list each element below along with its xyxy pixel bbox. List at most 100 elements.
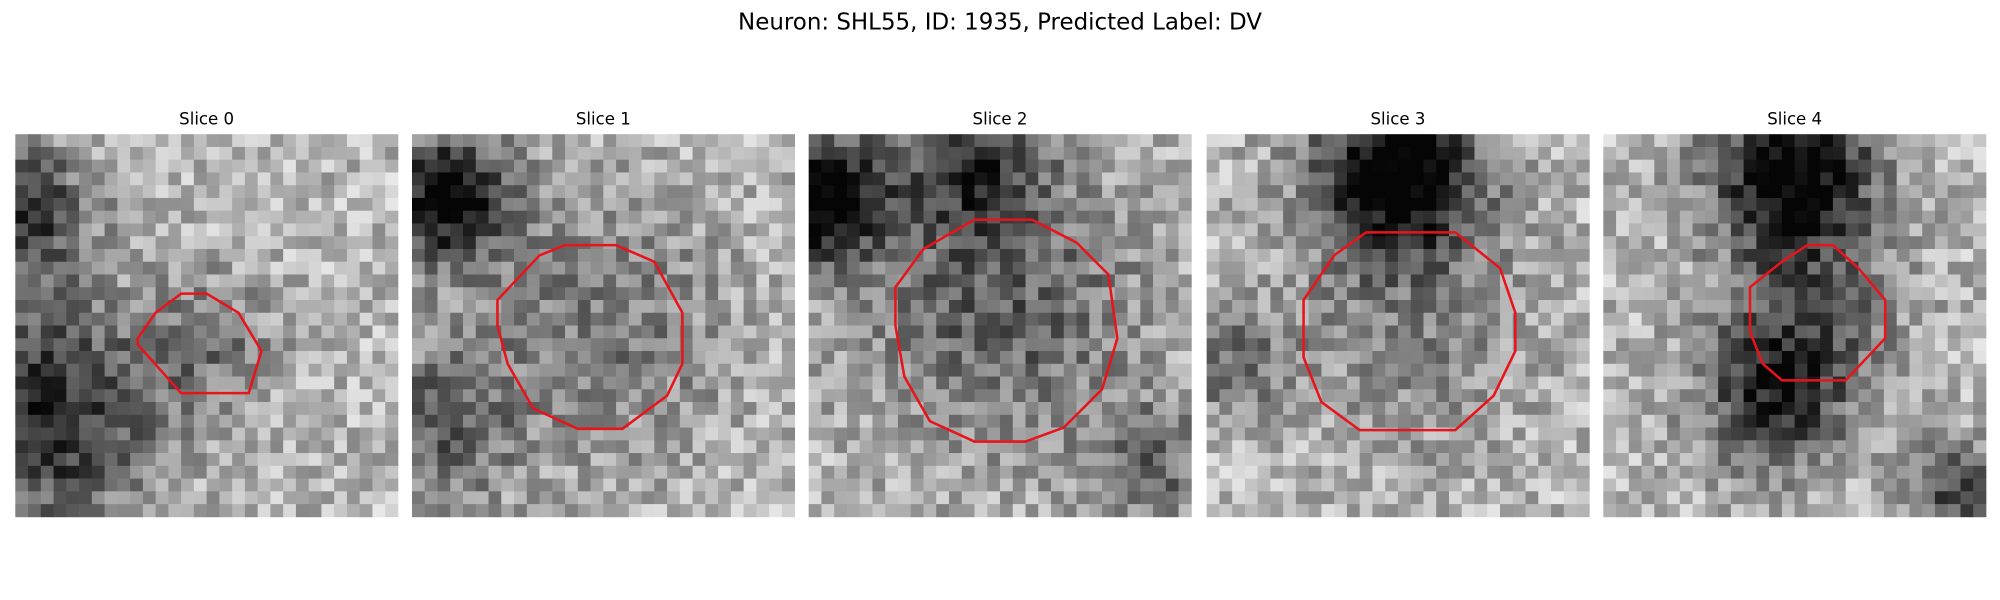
pixel — [1883, 300, 1898, 314]
pixel — [1076, 504, 1090, 518]
pixel — [1257, 325, 1271, 339]
pixel — [321, 491, 335, 505]
pixel — [1883, 248, 1898, 263]
pixel — [1667, 312, 1681, 326]
pixel — [1654, 440, 1668, 454]
pixel — [910, 363, 924, 377]
pixel — [424, 478, 438, 492]
pixel — [28, 134, 42, 148]
pixel — [526, 351, 540, 365]
pixel — [1934, 134, 1949, 148]
pixel — [948, 414, 963, 428]
pixel — [1641, 159, 1655, 173]
pixel — [1397, 300, 1412, 314]
pixel — [346, 159, 361, 173]
pixel — [1692, 427, 1706, 441]
pixel — [1051, 300, 1065, 314]
pixel — [501, 185, 515, 199]
pixel — [718, 172, 732, 186]
pixel — [1423, 478, 1437, 492]
pixel — [475, 440, 489, 454]
pixel — [308, 363, 322, 377]
pixel — [1283, 402, 1297, 416]
pixel — [40, 312, 54, 326]
pixel — [1947, 376, 1961, 390]
pixel — [834, 465, 848, 479]
pixel — [1756, 261, 1770, 275]
pixel — [846, 261, 861, 275]
pixel — [1730, 414, 1745, 428]
pixel — [705, 465, 719, 479]
pixel — [628, 363, 642, 377]
pixel — [1705, 440, 1719, 454]
pixel — [501, 197, 515, 212]
pixel — [283, 146, 297, 161]
pixel — [1423, 440, 1437, 454]
pixel — [66, 453, 80, 467]
pixel — [1448, 453, 1463, 467]
pixel — [117, 440, 131, 454]
pixel — [769, 172, 783, 186]
pixel — [1641, 414, 1655, 428]
pixel — [1667, 465, 1681, 479]
pixel — [424, 172, 438, 186]
pixel — [1346, 210, 1361, 224]
pixel — [718, 376, 732, 390]
pixel — [1346, 325, 1361, 339]
pixel — [1628, 440, 1642, 454]
pixel — [1960, 376, 1974, 390]
pixel — [1603, 248, 1617, 263]
pixel — [654, 478, 668, 492]
pixel — [1603, 223, 1617, 237]
pixel — [1372, 478, 1386, 492]
pixel — [1820, 351, 1834, 365]
pixel — [1654, 504, 1668, 518]
pixel — [1076, 453, 1090, 467]
pixel — [117, 465, 131, 479]
pixel — [1603, 159, 1617, 173]
pixel — [437, 402, 451, 416]
pixel — [834, 312, 848, 326]
pixel — [1679, 159, 1693, 173]
pixel — [1063, 402, 1077, 416]
pixel — [437, 491, 451, 505]
pixel — [1436, 414, 1450, 428]
pixel — [1756, 376, 1770, 390]
pixel — [1667, 185, 1681, 199]
pixel — [130, 287, 144, 301]
pixel — [1000, 351, 1014, 365]
pixel — [1576, 185, 1590, 199]
pixel — [1012, 159, 1026, 173]
pixel — [1525, 504, 1539, 518]
pixel — [756, 325, 770, 339]
pixel — [168, 236, 182, 250]
pixel — [616, 223, 630, 237]
pixel — [1654, 312, 1668, 326]
pixel — [641, 159, 655, 173]
pixel — [846, 363, 861, 377]
pixel — [1448, 274, 1463, 288]
pixel — [1922, 376, 1936, 390]
pixel — [1063, 478, 1077, 492]
pixel — [1563, 274, 1577, 288]
pixel — [514, 287, 528, 301]
pixel — [769, 351, 783, 365]
pixel — [142, 427, 156, 441]
pixel — [488, 389, 502, 403]
pixel — [1487, 402, 1501, 416]
pixel — [1781, 146, 1796, 161]
pixel — [1487, 491, 1501, 505]
pixel — [1127, 363, 1141, 377]
pixel — [1909, 261, 1923, 275]
pixel — [526, 389, 540, 403]
pixel — [1474, 504, 1488, 518]
pixel — [142, 172, 156, 186]
pixel — [821, 223, 835, 237]
pixel — [1525, 491, 1539, 505]
pixel — [885, 274, 899, 288]
pixel — [1973, 159, 1987, 173]
pixel — [1947, 185, 1961, 199]
pixel — [1845, 274, 1859, 288]
pixel — [526, 478, 540, 492]
pixel — [628, 504, 642, 518]
